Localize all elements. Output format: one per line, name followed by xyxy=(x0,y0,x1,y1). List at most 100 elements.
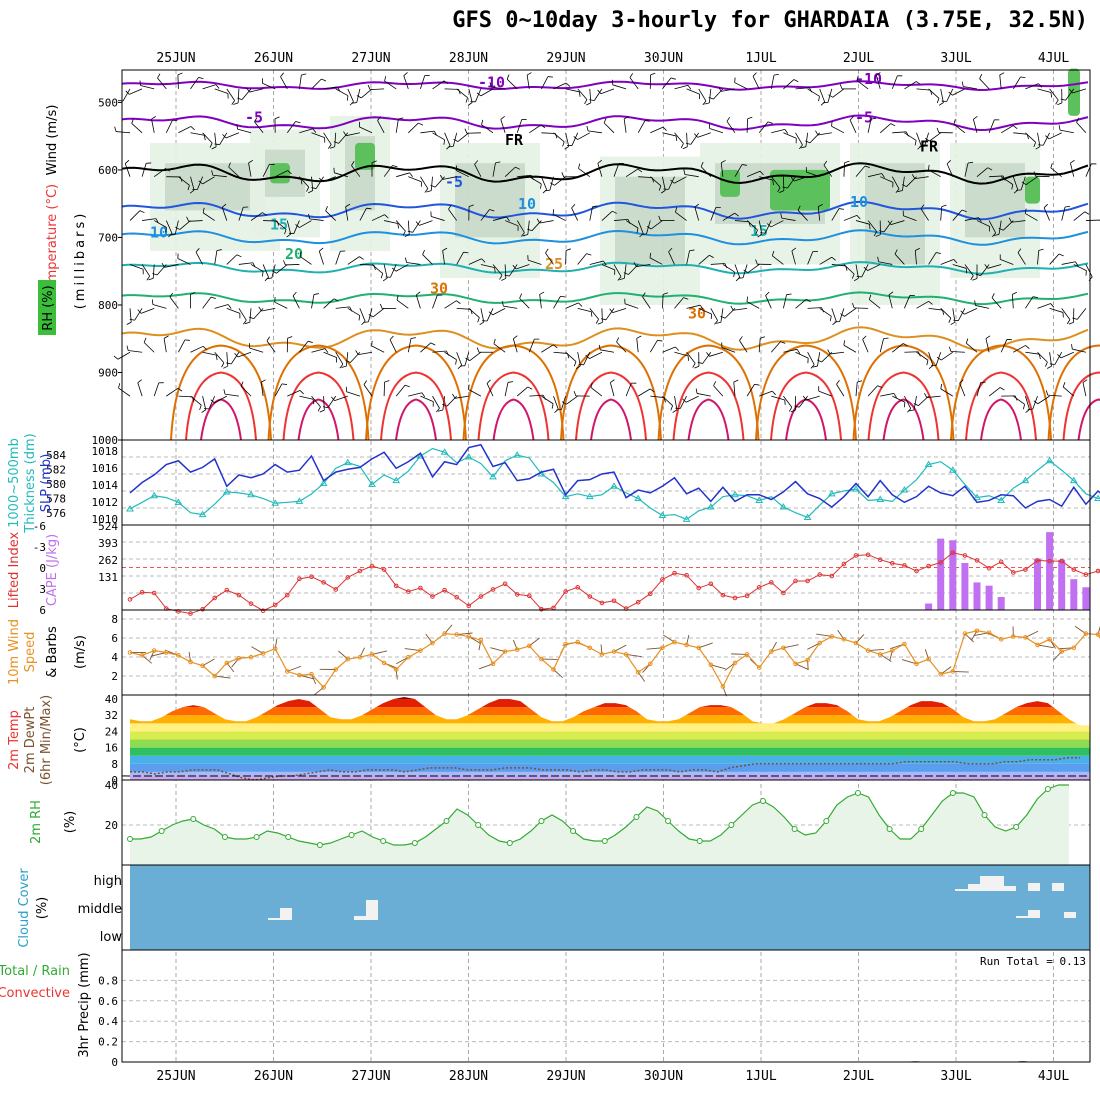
rh-point xyxy=(1044,786,1051,792)
wind-barb xyxy=(957,308,966,321)
cloud-block xyxy=(968,884,980,891)
thickness-point xyxy=(585,492,594,500)
wind10-barb xyxy=(901,659,917,665)
wind-barb xyxy=(346,95,349,101)
wind-barb xyxy=(823,160,828,166)
wind10-barb xyxy=(783,644,799,649)
wind-barb xyxy=(764,220,772,234)
isotherm-35 xyxy=(185,371,257,441)
thickness-point xyxy=(295,497,304,504)
wind-barb xyxy=(311,294,315,309)
thickness-point xyxy=(174,498,183,505)
wind10-label: & Barbs xyxy=(45,626,60,678)
wind-barb xyxy=(512,338,518,353)
wind-barb xyxy=(805,132,808,147)
wind-barb xyxy=(456,352,463,366)
wind-barb xyxy=(770,341,781,353)
wind-barb xyxy=(1020,76,1026,79)
thickness-point xyxy=(343,458,352,466)
wind-barb xyxy=(807,352,815,365)
wind-barb xyxy=(422,254,433,265)
wind-barb xyxy=(877,256,879,262)
wind-barb xyxy=(408,176,422,183)
wind-barb xyxy=(952,264,967,269)
wind-barb xyxy=(616,337,620,343)
wind-barb xyxy=(493,338,496,344)
wind-barb xyxy=(940,206,943,221)
li-point xyxy=(309,574,314,580)
wind-barb xyxy=(851,273,855,279)
wind-barb xyxy=(823,164,833,177)
wind-barb xyxy=(238,207,244,221)
thickness-tick: 578 xyxy=(46,493,66,506)
wind-barb xyxy=(928,307,943,311)
wind10m-panel xyxy=(127,624,1100,697)
wind-barb xyxy=(759,170,764,176)
wind-barb xyxy=(928,252,937,265)
wind10-point xyxy=(1047,636,1052,642)
wind10-point xyxy=(805,657,810,663)
li-point xyxy=(430,594,435,599)
wind10-point xyxy=(164,650,169,655)
wind-barb xyxy=(539,294,542,309)
wind-barb xyxy=(844,308,857,317)
wind-barb xyxy=(773,73,779,76)
wind-barb xyxy=(609,382,615,397)
wind-barb xyxy=(190,395,202,406)
wind-barb xyxy=(1033,171,1036,177)
thickness-point xyxy=(900,486,909,493)
rh-shade-dark xyxy=(165,163,265,211)
li-tick: 6 xyxy=(39,604,46,617)
wind-barb xyxy=(984,264,989,269)
wind-barb xyxy=(237,351,252,358)
wind-barb xyxy=(214,143,220,146)
wind-barb xyxy=(395,264,409,272)
wind-barb xyxy=(583,352,591,365)
li-point xyxy=(575,585,581,590)
wind-barb xyxy=(300,179,303,185)
wind-barb xyxy=(113,355,119,360)
wind-barb xyxy=(573,391,577,397)
wind-barb xyxy=(448,145,454,148)
wind-barb xyxy=(489,82,492,88)
wind10-point xyxy=(260,651,266,656)
wind-barb xyxy=(950,321,956,326)
wind-barb xyxy=(501,278,506,281)
thickness-point xyxy=(634,494,643,502)
wind-barb xyxy=(577,307,592,313)
wind-barb xyxy=(560,295,566,298)
wind-barb xyxy=(442,176,457,180)
wind-barb xyxy=(311,395,321,408)
wind-barb xyxy=(878,261,893,265)
wind-barb xyxy=(522,234,528,237)
wind-barb xyxy=(754,383,760,386)
thickness-point xyxy=(319,479,328,486)
wind-barb xyxy=(169,292,173,298)
wind-barb xyxy=(879,123,892,134)
wind-barb xyxy=(682,398,687,403)
wind-barb xyxy=(698,254,710,265)
wind-barb xyxy=(623,116,629,120)
wind-barb xyxy=(299,340,309,353)
thickness-point xyxy=(924,460,933,468)
wind-barb xyxy=(137,382,143,397)
wind-barb xyxy=(274,116,280,120)
isotherm-label: FR xyxy=(505,131,524,149)
wind-barb xyxy=(818,96,820,102)
wind-barb xyxy=(253,308,264,320)
wind-barb xyxy=(503,305,518,309)
wind-barb xyxy=(271,270,277,274)
wind-barb xyxy=(831,125,845,134)
wind-barb xyxy=(573,136,578,140)
wind-barb xyxy=(495,161,501,164)
wind-barb xyxy=(709,254,714,258)
wind-barb xyxy=(902,343,908,347)
wind-barb xyxy=(928,169,941,178)
wind-barb xyxy=(287,390,301,397)
wind10-point xyxy=(1059,649,1064,654)
wind-barb xyxy=(590,387,603,397)
isotherm-label: 10 xyxy=(850,193,868,211)
rh-point xyxy=(158,828,165,834)
isotherm xyxy=(121,291,1089,306)
li-label: Lifted Index xyxy=(7,531,22,608)
